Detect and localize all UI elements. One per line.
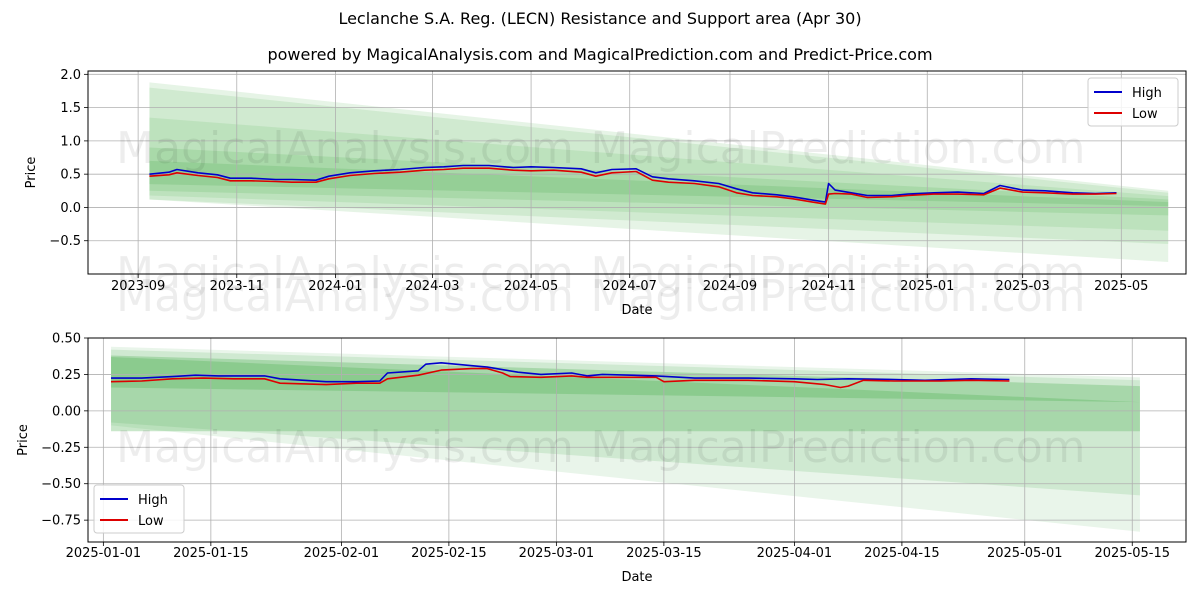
x-tick-label: 2025-05-15 xyxy=(1094,546,1170,561)
support-resistance-band xyxy=(111,346,1140,532)
x-tick-label: 2024-11 xyxy=(801,279,855,294)
y-tick-label: 0.25 xyxy=(52,368,81,383)
series-line-low xyxy=(149,167,1117,205)
y-tick-label: 2.0 xyxy=(60,68,81,83)
legend-label-high: High xyxy=(138,493,168,508)
x-axis-label: Date xyxy=(621,303,652,318)
legend: High Low xyxy=(1087,77,1179,127)
watermark-text: MagicalAnalysis.com xyxy=(116,422,574,473)
x-tick-label: 2025-02-01 xyxy=(304,546,380,561)
y-tick-label: 0.50 xyxy=(52,332,81,347)
x-tick-label: 2025-03-15 xyxy=(626,546,702,561)
x-tick-label: 2024-07 xyxy=(603,279,657,294)
x-tick-label: 2025-04-15 xyxy=(864,546,940,561)
legend-label-low: Low xyxy=(138,514,164,529)
legend: High Low xyxy=(93,484,185,534)
x-tick-label: 2024-05 xyxy=(504,279,558,294)
legend-label-low: Low xyxy=(1132,107,1158,122)
y-tick-label: 1.5 xyxy=(60,101,81,116)
watermark-text: MagicalPrediction.com xyxy=(591,123,1086,174)
x-tick-label: 2024-03 xyxy=(405,279,459,294)
x-tick-label: 2025-02-15 xyxy=(411,546,487,561)
y-tick-label: 1.0 xyxy=(60,134,81,149)
watermark-text: MagicalPrediction.com xyxy=(591,271,1086,322)
y-tick-label: 0.00 xyxy=(52,404,81,419)
support-resistance-band xyxy=(111,356,1140,403)
y-tick-label: −0.25 xyxy=(41,441,81,456)
y-tick-label: −0.75 xyxy=(41,514,81,529)
watermark-text: MagicalAnalysis.com xyxy=(116,271,574,322)
x-tick-label: 2023-11 xyxy=(210,279,264,294)
series-line-high xyxy=(111,362,1010,383)
x-tick-label: 2024-09 xyxy=(703,279,757,294)
plot-area xyxy=(88,71,1186,274)
x-tick-label: 2025-01-01 xyxy=(66,546,142,561)
x-tick-label: 2025-05-01 xyxy=(987,546,1063,561)
x-tick-label: 2025-01-15 xyxy=(173,546,249,561)
watermark-text: MagicalPrediction.com xyxy=(591,248,1086,299)
y-tick-label: −0.50 xyxy=(41,477,81,492)
plot-frame xyxy=(87,70,1187,275)
watermark-text: MagicalAnalysis.com xyxy=(116,248,574,299)
y-tick-label: −0.5 xyxy=(49,234,81,249)
x-axis-label: Date xyxy=(621,570,652,585)
support-resistance-band xyxy=(111,349,1140,496)
y-tick-label: 0.5 xyxy=(60,168,81,183)
support-resistance-band xyxy=(149,82,1169,263)
x-tick-label: 2024-01 xyxy=(308,279,362,294)
series-line-high xyxy=(149,164,1117,203)
legend-label-high: High xyxy=(1132,86,1162,101)
y-tick-label: 0.0 xyxy=(60,201,81,216)
x-tick-label: 2025-03-01 xyxy=(519,546,595,561)
x-tick-label: 2025-05 xyxy=(1094,279,1148,294)
chart-title: Leclanche S.A. Reg. (LECN) Resistance an… xyxy=(338,9,862,28)
x-tick-label: 2025-03 xyxy=(996,279,1050,294)
plot-panel-2: 2025-01-01 2025-01-15 2025-02-01 2025-02-15… xyxy=(16,332,1187,585)
watermark-text: MagicalPrediction.com xyxy=(591,422,1086,473)
plot-panel-1: 2023-09 2023-11 2024-01 2024-03 2024-05 2024-… xyxy=(24,68,1187,318)
x-tick-label: 2023-09 xyxy=(111,279,165,294)
y-axis-label: Price xyxy=(24,157,39,189)
watermark-text: MagicalAnalysis.com xyxy=(116,123,574,174)
x-tick-label: 2025-04-01 xyxy=(757,546,833,561)
x-tick-label: 2025-01 xyxy=(900,279,954,294)
plot-area xyxy=(88,338,1186,542)
series-line-low xyxy=(110,367,1010,389)
chart-subtitle: powered by MagicalAnalysis.com and Magic… xyxy=(267,45,933,64)
y-axis-label: Price xyxy=(16,424,31,456)
support-resistance-band xyxy=(149,87,1169,245)
plot-frame xyxy=(87,337,1187,543)
